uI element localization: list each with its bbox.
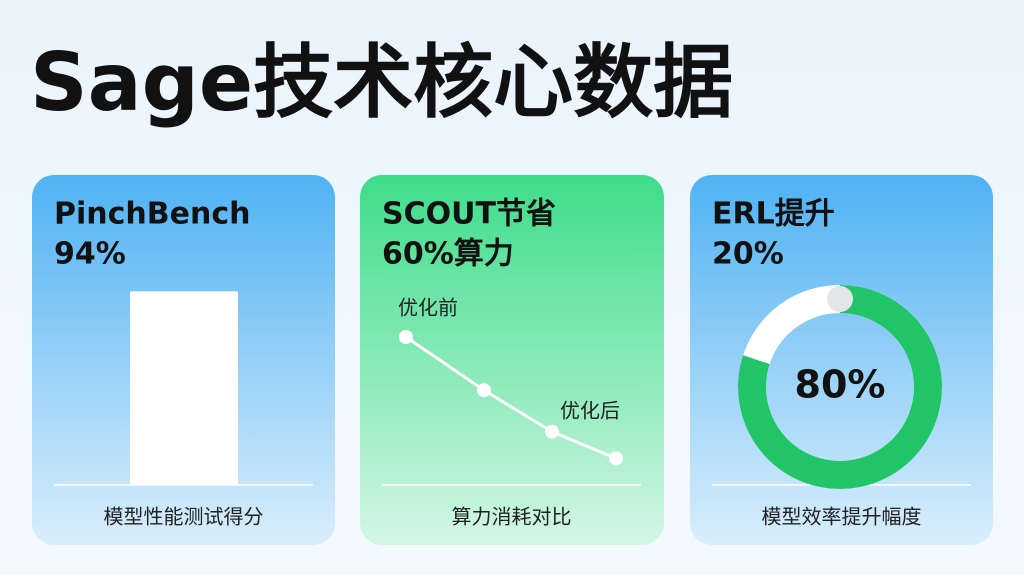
card-caption: 模型效率提升幅度 <box>762 505 922 529</box>
donut-knob <box>827 286 853 312</box>
point <box>399 330 413 344</box>
line <box>405 335 617 460</box>
point-label: 优化前 <box>398 296 458 320</box>
card-title: SCOUT节省 <box>382 197 556 232</box>
card <box>360 175 664 545</box>
point <box>545 424 559 439</box>
point <box>609 451 623 466</box>
point-label: 优化后 <box>560 399 620 423</box>
card-title: 60%算力 <box>382 237 514 272</box>
donut-label: 80% <box>795 363 886 407</box>
card-title: ERL提升 <box>712 197 835 232</box>
bar <box>130 291 238 485</box>
point <box>477 383 491 398</box>
card-title: 20% <box>712 237 784 272</box>
page-title: Sage技术核心数据 <box>30 36 733 129</box>
card-title: 94% <box>54 237 126 272</box>
card-caption: 算力消耗对比 <box>452 505 572 529</box>
card-title: PinchBench <box>54 197 250 232</box>
card-caption: 模型性能测试得分 <box>104 505 264 529</box>
